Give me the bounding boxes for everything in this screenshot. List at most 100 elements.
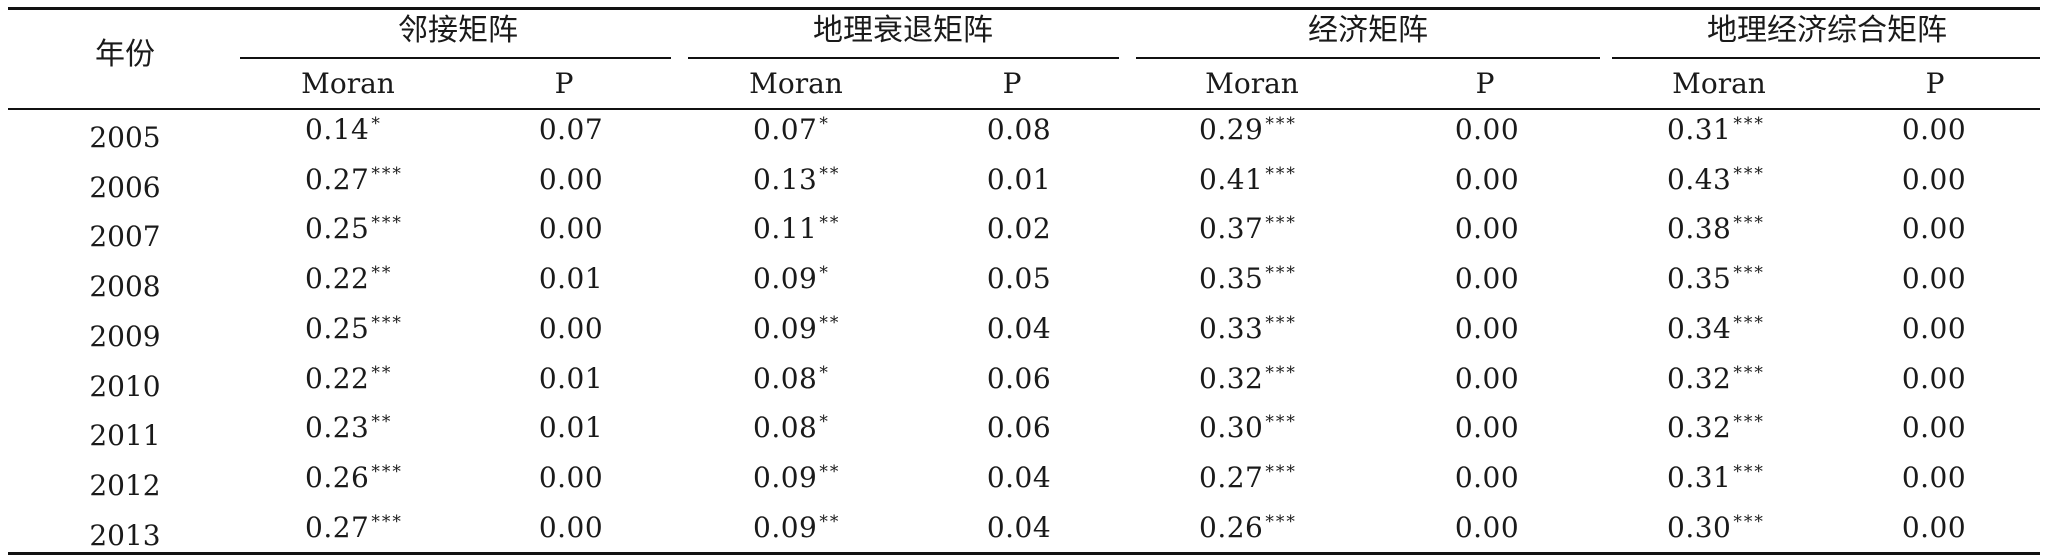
moran-value-cell: 0.08 * bbox=[753, 365, 830, 393]
moran-value: 0.22 bbox=[305, 262, 370, 295]
moran-value: 0.09 bbox=[753, 262, 818, 295]
p-value-cell: 0.00 bbox=[1454, 212, 1520, 245]
moran-value: 0.25 bbox=[305, 312, 370, 345]
significance-stars: * bbox=[819, 363, 830, 383]
moran-value: 0.34 bbox=[1667, 312, 1732, 345]
moran-value: 0.31 bbox=[1667, 113, 1732, 146]
p-value-cell: 0.04 bbox=[986, 511, 1052, 544]
moran-value: 0.27 bbox=[1199, 461, 1264, 494]
subheader-p: P bbox=[1475, 67, 1495, 100]
significance-stars: *** bbox=[1733, 462, 1765, 482]
significance-stars: ** bbox=[371, 412, 393, 432]
moran-value: 0.35 bbox=[1667, 262, 1732, 295]
group-header-economic: 经济矩阵 bbox=[1308, 13, 1428, 48]
table-top-rule bbox=[8, 7, 2040, 10]
moran-value: 0.37 bbox=[1199, 212, 1264, 245]
moran-value: 0.32 bbox=[1199, 362, 1264, 395]
moran-value: 0.41 bbox=[1199, 163, 1264, 196]
moran-value-cell: 0.08 * bbox=[753, 414, 830, 442]
moran-value-cell: 0.32 *** bbox=[1199, 365, 1297, 393]
moran-value: 0.26 bbox=[305, 461, 370, 494]
significance-stars: * bbox=[819, 263, 830, 283]
p-value-cell: 0.00 bbox=[538, 461, 604, 494]
moran-value-cell: 0.09 ** bbox=[753, 315, 840, 343]
significance-stars: * bbox=[819, 412, 830, 432]
group-underline-economic bbox=[1136, 57, 1600, 59]
significance-stars: *** bbox=[1733, 412, 1765, 432]
moran-value-cell: 0.41 *** bbox=[1199, 166, 1297, 194]
p-value-cell: 0.00 bbox=[1901, 262, 1967, 295]
moran-value-cell: 0.35 *** bbox=[1199, 265, 1297, 293]
p-value-cell: 0.00 bbox=[1454, 511, 1520, 544]
p-value-cell: 0.01 bbox=[986, 163, 1052, 196]
moran-value-cell: 0.27 *** bbox=[305, 514, 403, 542]
moran-value: 0.23 bbox=[305, 411, 370, 444]
moran-value: 0.29 bbox=[1199, 113, 1264, 146]
p-value-cell: 0.00 bbox=[538, 312, 604, 345]
moran-value-cell: 0.31 *** bbox=[1667, 116, 1765, 144]
significance-stars: *** bbox=[1733, 313, 1765, 333]
subheader-p: P bbox=[1925, 67, 1945, 100]
p-value-cell: 0.06 bbox=[986, 411, 1052, 444]
p-value-cell: 0.00 bbox=[1901, 163, 1967, 196]
p-value-cell: 0.00 bbox=[1454, 113, 1520, 146]
group-header-adjacency: 邻接矩阵 bbox=[398, 13, 518, 48]
p-value-cell: 0.07 bbox=[538, 113, 604, 146]
moran-value-cell: 0.37 *** bbox=[1199, 215, 1297, 243]
moran-value: 0.31 bbox=[1667, 461, 1732, 494]
p-value-cell: 0.00 bbox=[1454, 411, 1520, 444]
subheader-moran: Moran bbox=[301, 67, 395, 100]
group-header-geo-economic: 地理经济综合矩阵 bbox=[1707, 13, 1947, 48]
year-cell: 2012 bbox=[89, 469, 161, 502]
p-value-cell: 0.01 bbox=[538, 411, 604, 444]
table-header-rule bbox=[8, 108, 2040, 110]
p-value-cell: 0.00 bbox=[1901, 312, 1967, 345]
moran-value-cell: 0.09 * bbox=[753, 265, 830, 293]
significance-stars: *** bbox=[1733, 512, 1765, 532]
moran-value-cell: 0.25 *** bbox=[305, 215, 403, 243]
group-underline-geo-decay bbox=[688, 57, 1119, 59]
moran-value: 0.32 bbox=[1667, 411, 1732, 444]
moran-value-cell: 0.14 * bbox=[305, 116, 382, 144]
p-value-cell: 0.00 bbox=[1901, 411, 1967, 444]
significance-stars: *** bbox=[1733, 263, 1765, 283]
significance-stars: *** bbox=[371, 164, 403, 184]
moran-value: 0.08 bbox=[753, 411, 818, 444]
significance-stars: ** bbox=[819, 213, 841, 233]
year-cell: 2006 bbox=[89, 171, 161, 204]
moran-value-cell: 0.26 *** bbox=[1199, 514, 1297, 542]
year-cell: 2009 bbox=[89, 320, 161, 353]
significance-stars: ** bbox=[819, 512, 841, 532]
significance-stars: * bbox=[371, 114, 382, 134]
p-value-cell: 0.00 bbox=[1454, 163, 1520, 196]
significance-stars: ** bbox=[371, 263, 393, 283]
moran-value-cell: 0.11 ** bbox=[753, 215, 840, 243]
moran-value-cell: 0.09 ** bbox=[753, 514, 840, 542]
year-cell: 2007 bbox=[89, 220, 161, 253]
p-value-cell: 0.01 bbox=[538, 362, 604, 395]
subheader-p: P bbox=[1002, 67, 1022, 100]
significance-stars: ** bbox=[371, 363, 393, 383]
moran-value-cell: 0.22 ** bbox=[305, 265, 392, 293]
subheader-moran: Moran bbox=[1672, 67, 1766, 100]
moran-value: 0.22 bbox=[305, 362, 370, 395]
moran-value: 0.35 bbox=[1199, 262, 1264, 295]
year-cell: 2008 bbox=[89, 270, 161, 303]
moran-value: 0.11 bbox=[753, 212, 818, 245]
moran-value-cell: 0.07 * bbox=[753, 116, 830, 144]
moran-value-cell: 0.22 ** bbox=[305, 365, 392, 393]
group-underline-adjacency bbox=[240, 57, 671, 59]
p-value-cell: 0.08 bbox=[986, 113, 1052, 146]
moran-value-cell: 0.33 *** bbox=[1199, 315, 1297, 343]
significance-stars: *** bbox=[1265, 412, 1297, 432]
year-cell: 2010 bbox=[89, 370, 161, 403]
moran-value-cell: 0.27 *** bbox=[305, 166, 403, 194]
moran-value-cell: 0.09 ** bbox=[753, 464, 840, 492]
significance-stars: ** bbox=[819, 462, 841, 482]
moran-value-cell: 0.25 *** bbox=[305, 315, 403, 343]
moran-value-cell: 0.32 *** bbox=[1667, 365, 1765, 393]
p-value-cell: 0.01 bbox=[538, 262, 604, 295]
p-value-cell: 0.00 bbox=[538, 511, 604, 544]
moran-value-cell: 0.26 *** bbox=[305, 464, 403, 492]
